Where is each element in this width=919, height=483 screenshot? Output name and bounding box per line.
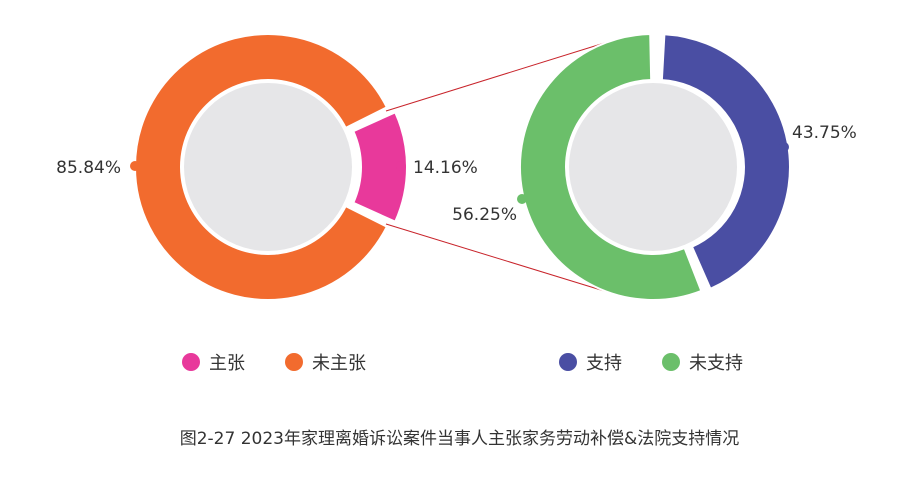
slice-claimed[interactable] [351, 110, 409, 224]
legend-item-not-claimed[interactable]: 未主张 [285, 353, 366, 374]
legend-item-supported[interactable]: 支持 [559, 353, 622, 374]
donut-right-inner-disc [569, 83, 737, 251]
data-label-supported: 43.75% [792, 123, 857, 143]
legend-item-claimed[interactable]: 主张 [182, 353, 245, 374]
connector-line-bottom [385, 223, 615, 295]
figure-caption: 图2-27 2023年家理离婚诉讼案件当事人主张家务劳动补偿&法院支持情况 [179, 429, 740, 449]
legend-swatch-supported [559, 353, 577, 371]
label-dot-claimed [396, 161, 406, 171]
legend: 主张 未主张 支持 未支持 [182, 353, 743, 374]
data-label-not-supported: 56.25% [452, 205, 517, 225]
donut-left: 14.16% 85.84% [56, 33, 478, 301]
label-dot-not-claimed [130, 161, 140, 171]
label-dot-supported [779, 142, 789, 152]
slice-not-supported[interactable] [519, 33, 703, 301]
donut-left-inner-disc [184, 83, 352, 251]
legend-item-not-supported[interactable]: 未支持 [662, 353, 743, 374]
legend-label-not-claimed: 未主张 [312, 353, 366, 374]
legend-label-claimed: 主张 [209, 353, 245, 374]
label-dot-not-supported [517, 194, 527, 204]
legend-swatch-claimed [182, 353, 200, 371]
legend-swatch-not-supported [662, 353, 680, 371]
slice-not-claimed[interactable] [134, 33, 389, 301]
slice-supported[interactable] [660, 33, 791, 291]
legend-swatch-not-claimed [285, 353, 303, 371]
donut-right: 43.75% 56.25% [452, 33, 857, 301]
connector-line-top [385, 39, 615, 112]
data-label-claimed: 14.16% [413, 158, 478, 178]
legend-label-not-supported: 未支持 [689, 353, 743, 374]
legend-label-supported: 支持 [586, 353, 622, 374]
data-label-not-claimed: 85.84% [56, 158, 121, 178]
